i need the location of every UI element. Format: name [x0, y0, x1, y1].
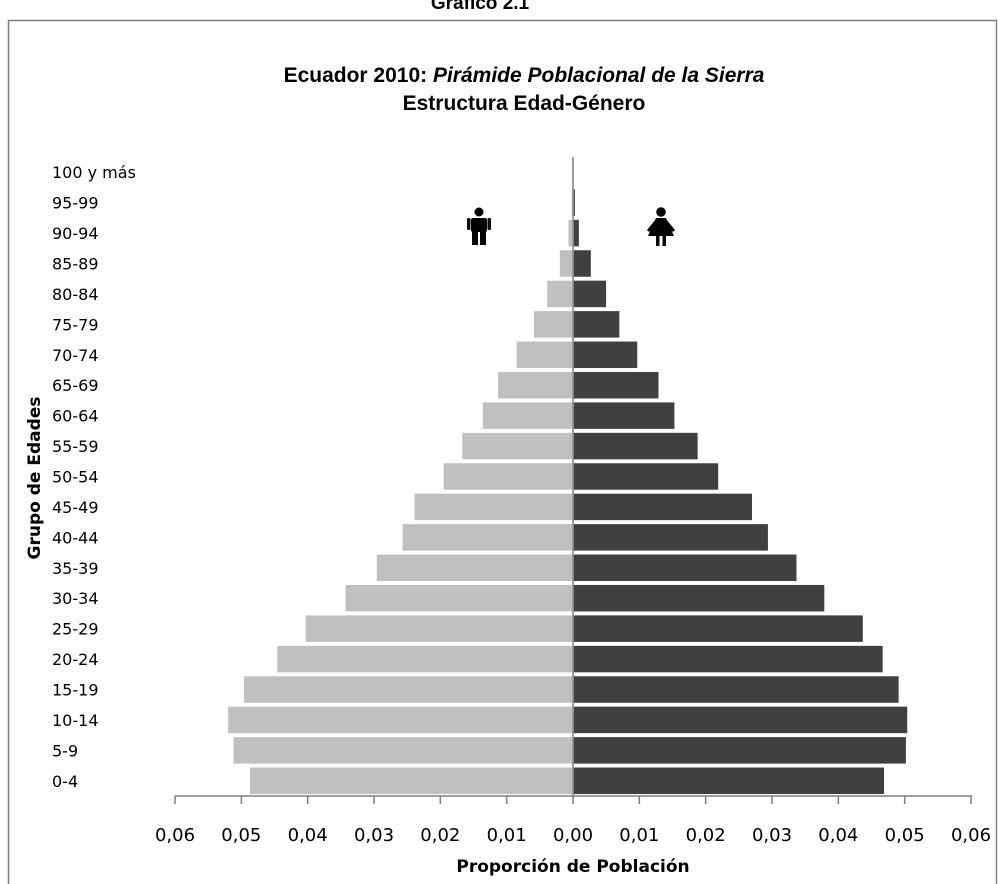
figure-caption: Gráfico 2.1 [431, 0, 530, 14]
bar-female-30-34 [572, 583, 826, 613]
y-tick-label: 35-39 [52, 559, 99, 578]
y-tick-label: 30-34 [52, 589, 99, 608]
bar-female-40-44 [572, 522, 770, 553]
bar-male-10-14 [226, 705, 574, 735]
bar-male-15-19 [242, 674, 574, 705]
x-tick-label: 0,01 [619, 825, 659, 846]
chart-title-regular: Ecuador 2010: [284, 64, 433, 87]
x-tick-label: 0,03 [354, 825, 394, 846]
x-axis-title: Proporción de Población [456, 857, 689, 877]
bar-female-45-49 [572, 492, 754, 522]
bar-male-80-84 [545, 279, 574, 309]
chart-title-italic: Pirámide Poblacional de la Sierra [433, 64, 765, 87]
bar-male-55-59 [460, 431, 574, 461]
bar-female-55-59 [572, 431, 700, 461]
bar-male-50-54 [442, 461, 574, 492]
y-tick-label: 40-44 [52, 528, 99, 547]
bar-male-65-69 [496, 370, 574, 400]
y-tick-label: 15-19 [52, 681, 99, 700]
man-icon [467, 207, 491, 245]
bar-female-80-84 [572, 279, 608, 309]
x-tick-label: 0,05 [221, 825, 261, 846]
bar-female-15-19 [572, 674, 901, 705]
x-tick-label: 0,06 [155, 825, 195, 846]
x-tick-label: 0,02 [686, 825, 726, 846]
y-tick-label: 100 y más [52, 163, 136, 182]
bar-male-0-4 [248, 766, 574, 796]
bar-female-60-64 [572, 400, 676, 431]
x-tick-label: 0,00 [553, 825, 593, 846]
bar-male-40-44 [401, 522, 574, 553]
y-tick-label: 25-29 [52, 620, 99, 639]
bar-male-60-64 [481, 400, 574, 431]
bar-male-45-49 [413, 492, 574, 522]
y-tick-label: 5-9 [52, 741, 78, 760]
y-tick-label: 65-69 [52, 376, 99, 395]
x-tick-label: 0,02 [420, 825, 460, 846]
bar-male-85-89 [558, 248, 574, 279]
x-tick-label: 0,04 [818, 825, 858, 846]
bar-male-70-74 [515, 340, 574, 370]
y-tick-label: 0-4 [52, 772, 78, 791]
bar-female-5-9 [572, 735, 908, 766]
x-tick-label: 0,04 [288, 825, 328, 846]
y-tick-label: 45-49 [52, 498, 99, 517]
y-axis-title: Grupo de Edades [25, 397, 45, 560]
bar-male-5-9 [231, 735, 574, 766]
x-tick-label: 0,01 [487, 825, 527, 846]
x-tick-label: 0,06 [951, 825, 991, 846]
y-tick-label: 70-74 [52, 346, 99, 365]
bar-female-35-39 [572, 553, 798, 583]
y-tick-label: 20-24 [52, 650, 99, 669]
y-tick-label: 10-14 [52, 711, 99, 730]
bar-male-20-24 [275, 644, 574, 674]
bar-female-10-14 [572, 705, 909, 735]
bar-female-50-54 [572, 461, 720, 492]
bar-female-20-24 [572, 644, 885, 674]
y-tick-label: 95-99 [52, 194, 99, 213]
y-tick-label: 50-54 [52, 468, 99, 487]
bar-male-30-34 [344, 583, 574, 613]
bar-female-85-89 [572, 248, 593, 279]
bar-female-25-29 [572, 613, 865, 644]
x-tick-label: 0,03 [752, 825, 792, 846]
chart-frame [7, 19, 998, 884]
y-tick-label: 60-64 [52, 407, 99, 426]
bar-male-25-29 [304, 613, 574, 644]
bar-female-75-79 [572, 309, 621, 340]
woman-icon [647, 207, 675, 246]
bar-male-35-39 [375, 553, 574, 583]
x-axis-ticks: 0,06 0,05 0,04 0,03 0,02 0,01 0,00 0,01 0,02 0,03… [155, 796, 991, 846]
bar-female-0-4 [572, 766, 886, 796]
bar-female-65-69 [572, 370, 660, 400]
bar-female-70-74 [572, 340, 639, 370]
chart-title-line2: Estructura Edad-Género [403, 92, 646, 115]
bars-layer [226, 157, 909, 796]
y-tick-label: 55-59 [52, 437, 99, 456]
y-tick-label: 85-89 [52, 255, 99, 274]
bar-male-75-79 [532, 309, 574, 340]
bar-male-90-94 [566, 218, 574, 248]
x-tick-label: 0,05 [885, 825, 925, 846]
bar-female-90-94 [572, 218, 581, 248]
y-tick-labels: 0-4 5-9 10-14 15-19 20-24 25-29 30-34 35-39 40-4… [52, 163, 136, 791]
y-tick-label: 90-94 [52, 224, 99, 243]
chart-title-line1: Ecuador 2010: Pirámide Poblacional de la… [284, 64, 765, 87]
y-tick-label: 80-84 [52, 285, 99, 304]
y-tick-label: 75-79 [52, 315, 99, 334]
